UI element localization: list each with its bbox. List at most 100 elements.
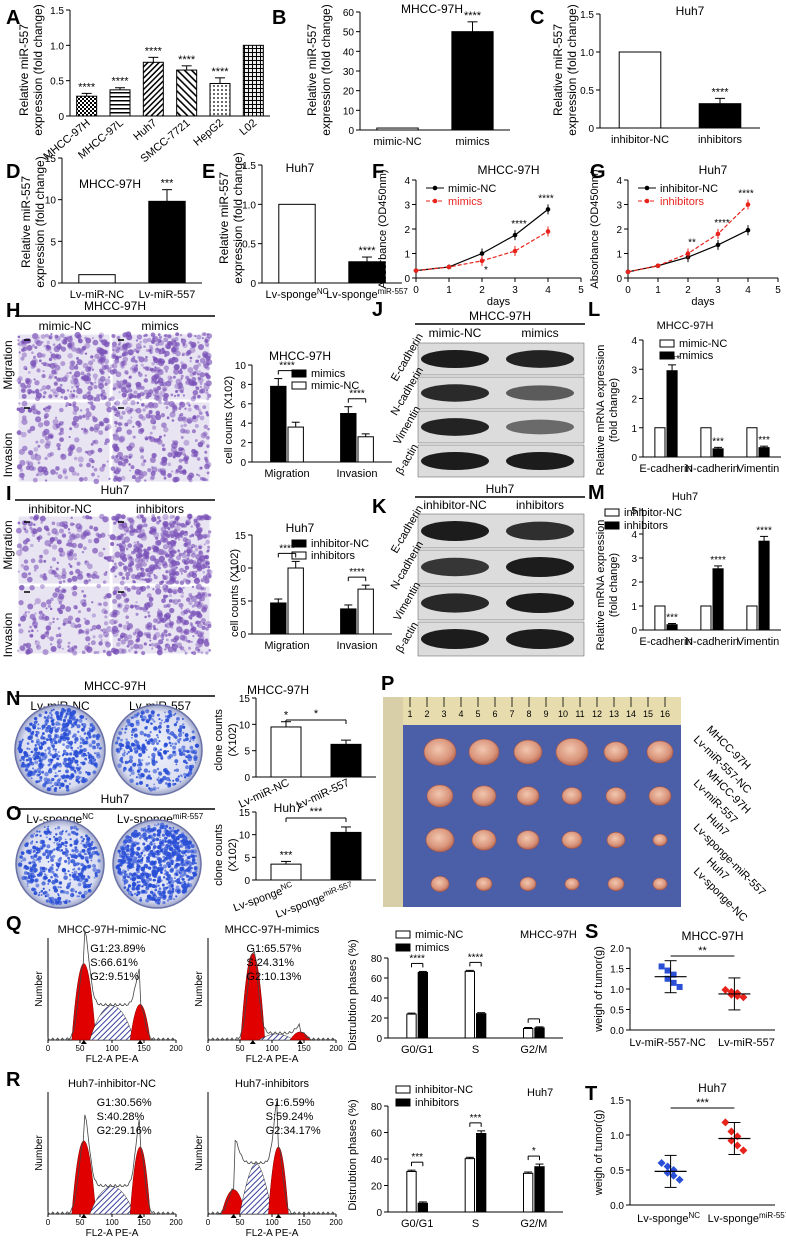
legend-swatch (291, 369, 307, 378)
stained-cell (171, 357, 177, 364)
colony (50, 858, 54, 862)
stained-cell (172, 455, 176, 459)
colony (166, 886, 169, 889)
significance-label: **** (349, 389, 365, 400)
colony (162, 894, 167, 899)
colony (177, 841, 180, 844)
stained-cell (36, 644, 42, 650)
colony (65, 900, 68, 904)
stained-cell (45, 630, 50, 635)
significance-label: **** (511, 219, 527, 230)
colony (61, 849, 64, 852)
significance-label: ** (698, 945, 707, 957)
stained-cell (124, 636, 129, 642)
stained-cell (125, 342, 131, 349)
bar (78, 274, 116, 284)
y-tick-label: 10 (235, 564, 247, 575)
colony (50, 740, 54, 744)
colony (55, 721, 60, 726)
colony (152, 768, 158, 774)
stained-cell (176, 618, 182, 625)
stained-cell (194, 334, 197, 338)
stained-cell (77, 338, 83, 344)
stained-cell (194, 646, 199, 651)
stained-cell (184, 407, 187, 410)
stained-cell (174, 537, 178, 541)
stained-cell (155, 410, 161, 416)
stained-cell (104, 615, 108, 619)
y-tick-label: 1.0 (242, 200, 256, 211)
x-tick-label: Lv-miR-NC (70, 289, 124, 301)
colony (185, 773, 189, 777)
stained-cell (97, 382, 105, 390)
y-axis-title: Number (194, 1135, 205, 1171)
stained-cell (47, 636, 50, 639)
colony (159, 827, 162, 830)
colony (67, 759, 70, 762)
colony (192, 863, 195, 866)
stained-cell (48, 621, 53, 626)
colony (175, 836, 180, 841)
tumor (605, 787, 627, 805)
histogram-outline (207, 1101, 336, 1215)
colony (125, 740, 130, 746)
stained-cell (165, 400, 170, 406)
colony (81, 863, 85, 867)
colony (31, 887, 35, 892)
panel-letter: D (6, 161, 20, 183)
stained-cell (147, 614, 151, 618)
colony (31, 860, 35, 864)
x-tick-label: Migration (264, 640, 309, 652)
stained-cell (53, 572, 59, 578)
colony (140, 866, 146, 872)
colony (87, 888, 92, 893)
x-tick-label: 100 (105, 1044, 119, 1053)
legend-label: mimic-NC (679, 338, 727, 350)
colony (169, 868, 174, 873)
stained-cell (114, 551, 121, 558)
bar (464, 1158, 475, 1213)
stained-cell (176, 626, 183, 633)
stained-cell (182, 622, 186, 626)
colony (76, 763, 79, 766)
x-tick-label: 150 (137, 1044, 151, 1053)
colony (63, 718, 66, 721)
colony (173, 841, 177, 845)
stained-cell (185, 519, 191, 526)
colony (183, 776, 187, 779)
colony (149, 776, 152, 780)
colony (71, 735, 75, 738)
stained-cell (168, 400, 175, 408)
colony (77, 882, 82, 887)
colony (145, 784, 149, 787)
stained-cell (22, 545, 29, 552)
colony (171, 742, 174, 745)
data-point (657, 1159, 666, 1167)
stained-cell (169, 594, 172, 598)
stained-cell (77, 456, 84, 463)
stained-cell (141, 393, 145, 396)
stained-cell (144, 435, 149, 441)
y-tick-label: 20 (371, 1182, 383, 1193)
colony (41, 728, 44, 731)
stained-cell (153, 618, 158, 623)
stained-cell (151, 340, 155, 344)
stained-cell (195, 386, 198, 389)
colony (157, 751, 162, 756)
ruler-number: 16 (660, 709, 670, 719)
colony (73, 868, 76, 870)
stained-cell (166, 341, 172, 346)
stained-cell (100, 532, 106, 538)
colony (143, 863, 149, 869)
stained-cell (172, 524, 176, 528)
stained-cell (103, 621, 109, 626)
colony (40, 746, 43, 749)
stained-cell (115, 455, 119, 459)
colony (79, 737, 84, 741)
stained-cell (174, 572, 177, 575)
colony (69, 838, 72, 841)
tumor (471, 829, 497, 851)
stained-cell (189, 356, 193, 360)
